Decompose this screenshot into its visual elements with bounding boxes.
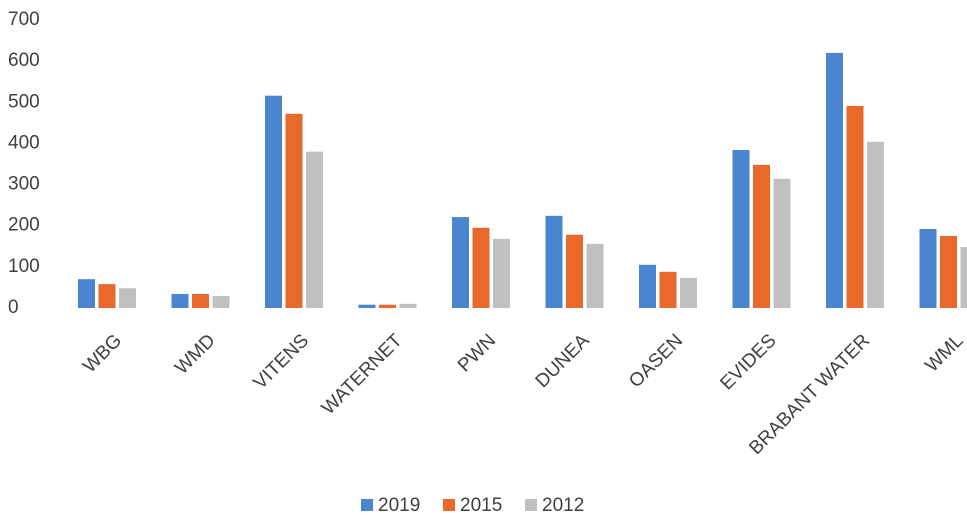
bar: [399, 303, 417, 308]
bar: [192, 294, 209, 308]
bar: [212, 296, 230, 308]
bar: [452, 217, 469, 308]
bar: [867, 141, 884, 308]
legend-swatch: [525, 499, 537, 511]
bar: [566, 234, 583, 308]
bar: [493, 238, 510, 308]
bar: [119, 288, 136, 308]
bar: [358, 304, 376, 308]
y-tick-label: 0: [8, 297, 19, 318]
y-tick-label: 600: [8, 50, 40, 71]
x-tick-label: WATERNET: [318, 330, 407, 419]
y-tick-label: 700: [8, 9, 40, 30]
bar: [545, 215, 563, 308]
x-tick-label: PWN: [454, 330, 500, 376]
legend-label: 2015: [460, 495, 502, 516]
legend-label: 2012: [542, 495, 584, 516]
x-tick-label: DUNEA: [532, 330, 594, 392]
bar: [306, 151, 323, 308]
bar: [78, 279, 95, 308]
bar: [586, 243, 604, 308]
x-tick-label: WMD: [171, 330, 219, 378]
bar: [732, 150, 750, 308]
y-tick-label: 500: [8, 91, 40, 112]
y-tick-label: 100: [8, 256, 40, 277]
x-tick-label: OASEN: [625, 330, 687, 392]
x-tick-label: VITENS: [250, 330, 313, 393]
y-tick-label: 300: [8, 174, 40, 195]
bar: [639, 264, 656, 308]
y-tick-label: 400: [8, 132, 40, 153]
bar: [753, 164, 770, 308]
bar: [773, 178, 791, 308]
x-tick-label: EVIDES: [716, 330, 780, 394]
bar: [472, 227, 490, 308]
bar: [919, 229, 937, 308]
bar: [659, 271, 677, 308]
bar: [171, 294, 189, 308]
x-tick-label: WML: [921, 330, 967, 376]
bar: [379, 304, 396, 308]
legend-swatch: [361, 499, 373, 511]
y-tick-label: 200: [8, 215, 40, 236]
legend-label: 2019: [378, 495, 420, 516]
legend-swatch: [443, 499, 455, 511]
bar: [940, 236, 957, 308]
bar: [265, 95, 282, 309]
bar: [826, 52, 843, 308]
bar: [98, 284, 116, 308]
bar: [846, 105, 864, 308]
bar: [285, 113, 303, 308]
bar: [680, 277, 697, 308]
x-tick-label: WBG: [79, 330, 126, 377]
bar: [960, 247, 967, 308]
